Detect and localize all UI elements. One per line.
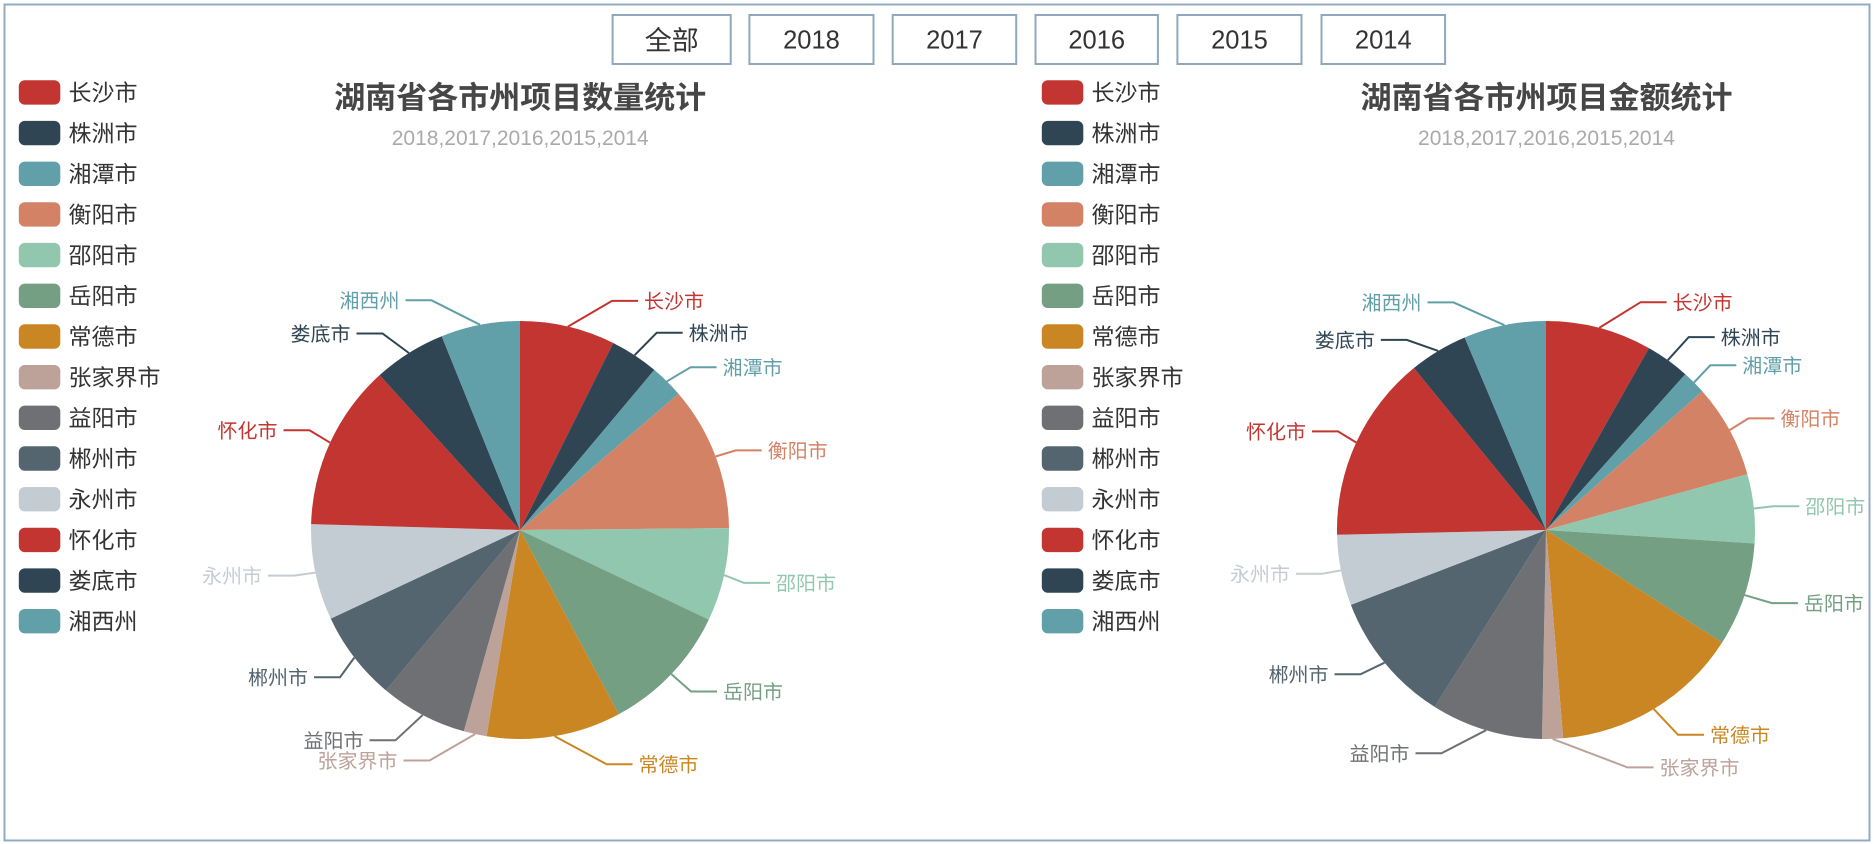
- svg-text:2014: 2014: [1355, 27, 1412, 55]
- svg-text:2018,2017,2016,2015,2014: 2018,2017,2016,2015,2014: [1418, 127, 1675, 150]
- svg-text:2018: 2018: [783, 27, 840, 55]
- svg-text:2015: 2015: [1211, 27, 1268, 55]
- svg-text:2017: 2017: [926, 27, 983, 55]
- svg-text:2018,2017,2016,2015,2014: 2018,2017,2016,2015,2014: [392, 127, 649, 150]
- svg-text:2016: 2016: [1068, 27, 1125, 55]
